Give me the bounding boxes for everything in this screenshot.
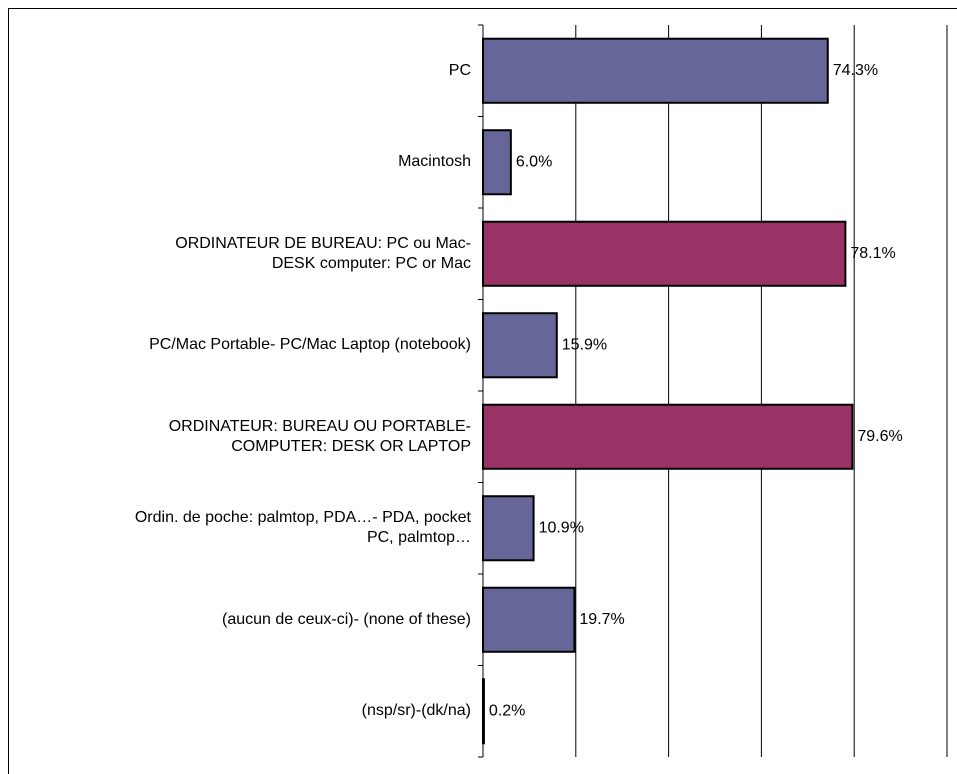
category-label-box: (aucun de ceux-ci)- (none of these) xyxy=(221,610,471,628)
bar xyxy=(482,312,558,379)
data-label: 19.7% xyxy=(579,611,624,628)
data-label: 74.3% xyxy=(833,62,878,79)
data-label: 78.1% xyxy=(850,245,895,262)
bar xyxy=(482,495,535,562)
bar xyxy=(482,129,512,196)
category-label: Macintosh xyxy=(398,153,471,171)
category-label-box: (nsp/sr)-(dk/na) xyxy=(361,702,471,720)
bar xyxy=(482,37,829,104)
data-label: 79.6% xyxy=(857,428,902,445)
data-label: 15.9% xyxy=(562,336,607,353)
category-label: PC xyxy=(448,61,471,79)
data-label: 6.0% xyxy=(516,153,552,170)
bar xyxy=(482,586,576,653)
data-label: 10.9% xyxy=(539,519,584,536)
category-label: Ordin. de poche: palmtop, PDA…- PDA, poc… xyxy=(134,509,471,547)
category-label: PC/Mac Portable- PC/Mac Laptop (notebook… xyxy=(149,336,471,354)
category-label-box: Macintosh xyxy=(398,153,471,171)
category-label: ORDINATEUR DE BUREAU: PC ou Mac- DESK co… xyxy=(175,234,471,272)
category-label: ORDINATEUR: BUREAU OU PORTABLE- COMPUTER… xyxy=(168,417,471,455)
bar xyxy=(482,220,847,287)
category-label-box: PC/Mac Portable- PC/Mac Laptop (notebook… xyxy=(149,336,471,354)
category-label-box: PC xyxy=(448,61,471,79)
frame xyxy=(8,8,957,774)
bar xyxy=(482,403,854,470)
category-label-box: Ordin. de poche: palmtop, PDA…- PDA, poc… xyxy=(134,509,471,547)
category-label: (aucun de ceux-ci)- (none of these) xyxy=(221,610,471,628)
category-label-box: ORDINATEUR DE BUREAU: PC ou Mac- DESK co… xyxy=(175,234,471,272)
category-label-box: ORDINATEUR: BUREAU OU PORTABLE- COMPUTER… xyxy=(168,417,471,455)
data-label: 0.2% xyxy=(489,702,525,719)
bar xyxy=(482,678,485,745)
category-label: (nsp/sr)-(dk/na) xyxy=(361,702,471,720)
